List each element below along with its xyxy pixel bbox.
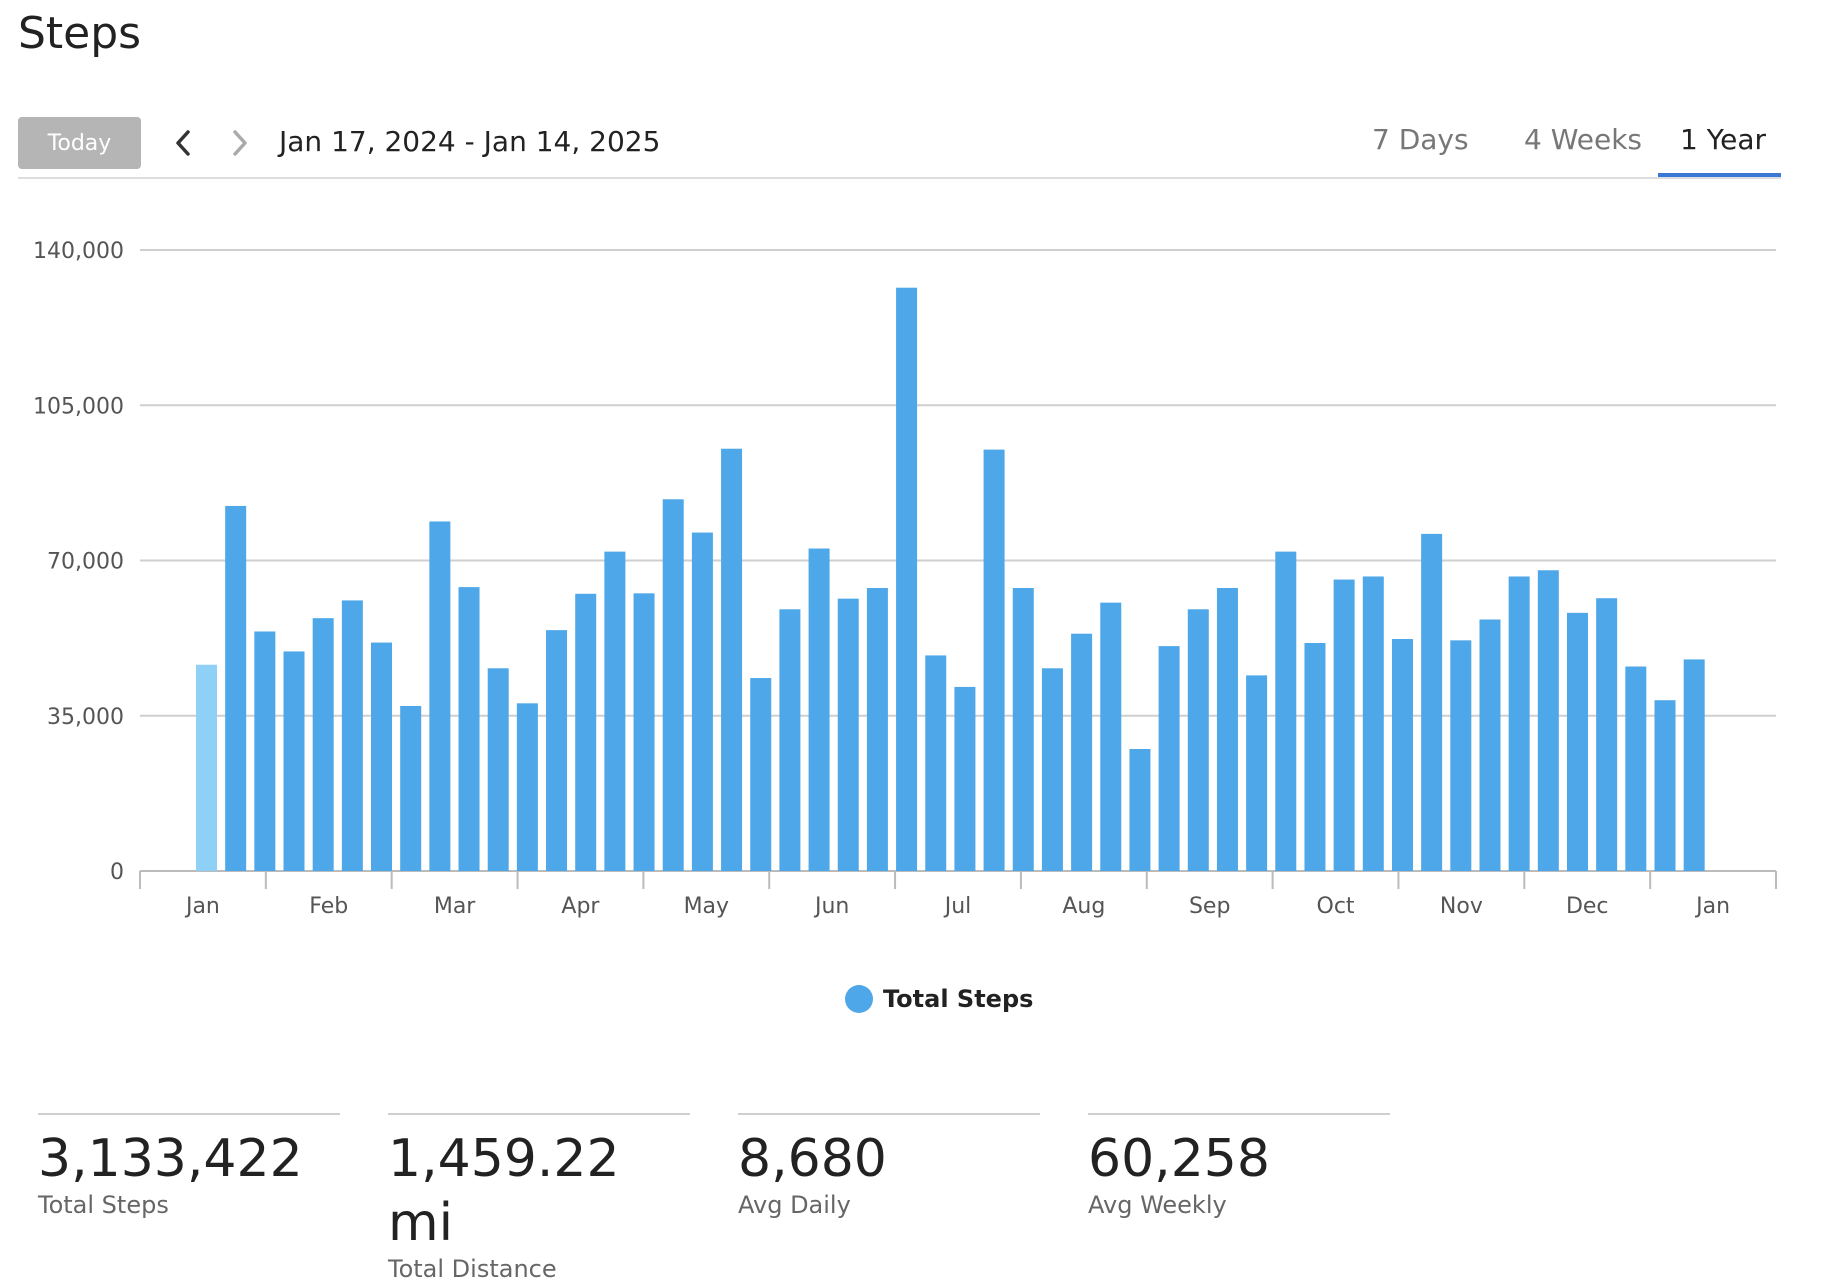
legend-label: Total Steps xyxy=(883,985,1034,1013)
bar[interactable] xyxy=(1450,640,1472,871)
stat-value: 60,258 xyxy=(1088,1129,1270,1189)
x-tick-label: Feb xyxy=(309,894,348,919)
chevron-right-icon[interactable] xyxy=(225,127,255,159)
bar[interactable] xyxy=(925,655,947,871)
x-tick-label: Oct xyxy=(1317,894,1355,919)
bar[interactable] xyxy=(575,593,597,871)
bar[interactable] xyxy=(1537,570,1559,871)
stat-total-steps: 3,133,422 Total Steps xyxy=(38,1113,340,1219)
bar[interactable] xyxy=(691,532,713,871)
date-range-label: Jan 17, 2024 - Jan 14, 2025 xyxy=(279,125,661,158)
stat-total-distance: 1,459.22 mi Total Distance xyxy=(388,1113,690,1283)
bar[interactable] xyxy=(954,686,976,871)
bar[interactable] xyxy=(750,678,772,871)
bar[interactable] xyxy=(808,548,830,871)
chart-legend[interactable]: Total Steps xyxy=(845,985,1033,1013)
tab-4-weeks[interactable]: 4 Weeks xyxy=(1524,123,1643,156)
today-button[interactable]: Today xyxy=(18,117,141,169)
bar[interactable] xyxy=(1508,576,1530,871)
stat-label: Total Distance xyxy=(388,1255,557,1283)
bar[interactable] xyxy=(1129,749,1151,871)
stat-value: 3,133,422 xyxy=(38,1129,303,1189)
bar[interactable] xyxy=(1654,700,1676,871)
bar[interactable] xyxy=(516,703,538,871)
bar[interactable] xyxy=(1071,633,1093,871)
bar[interactable] xyxy=(1421,533,1443,871)
bar[interactable] xyxy=(1683,659,1705,871)
stat-value: 8,680 xyxy=(738,1129,887,1189)
y-tick-label: 140,000 xyxy=(33,239,124,264)
bar[interactable] xyxy=(1304,643,1326,871)
bar[interactable] xyxy=(546,630,568,871)
active-tab-indicator xyxy=(1658,173,1781,177)
bar[interactable] xyxy=(1275,551,1297,871)
stat-avg-weekly: 60,258 Avg Weekly xyxy=(1088,1113,1390,1219)
stat-label: Total Steps xyxy=(38,1191,169,1219)
bar[interactable] xyxy=(1479,619,1501,871)
x-tick-label: Sep xyxy=(1189,894,1230,919)
x-tick-label: Aug xyxy=(1062,894,1105,919)
bar[interactable] xyxy=(604,551,626,871)
bar[interactable] xyxy=(458,587,480,871)
page-title: Steps xyxy=(18,8,142,59)
stat-label: Avg Daily xyxy=(738,1191,851,1219)
x-tick-label: May xyxy=(684,894,729,919)
bar[interactable] xyxy=(1566,612,1588,871)
bar[interactable] xyxy=(1362,576,1384,871)
bar[interactable] xyxy=(866,588,888,871)
bar[interactable] xyxy=(254,631,276,871)
bar[interactable] xyxy=(1012,588,1034,871)
bar[interactable] xyxy=(1391,639,1413,871)
x-tick-label: Nov xyxy=(1440,894,1483,919)
bar[interactable] xyxy=(225,505,247,871)
y-tick-label: 0 xyxy=(110,860,124,885)
y-tick-label: 35,000 xyxy=(47,705,124,730)
bar[interactable] xyxy=(1246,675,1268,871)
x-tick-label: Jul xyxy=(943,894,972,919)
bar[interactable] xyxy=(1158,646,1180,871)
x-tick-label: Jun xyxy=(813,894,849,919)
x-tick-label: Mar xyxy=(434,894,476,919)
chevron-left-icon[interactable] xyxy=(168,127,198,159)
bar[interactable] xyxy=(196,664,217,871)
bar[interactable] xyxy=(983,449,1005,871)
bar[interactable] xyxy=(400,705,422,871)
bar[interactable] xyxy=(1100,602,1122,871)
bar[interactable] xyxy=(283,651,305,871)
bar[interactable] xyxy=(1187,609,1209,871)
bar[interactable] xyxy=(779,609,801,871)
bar[interactable] xyxy=(1041,668,1063,871)
bar[interactable] xyxy=(1625,666,1647,871)
bar[interactable] xyxy=(662,499,684,871)
x-tick-label: Jan xyxy=(1694,894,1730,919)
bar[interactable] xyxy=(371,642,393,871)
bar[interactable] xyxy=(487,668,509,871)
stat-label: Avg Weekly xyxy=(1088,1191,1227,1219)
bar[interactable] xyxy=(1216,588,1238,871)
stat-value: 1,459.22 mi xyxy=(388,1129,620,1253)
bar[interactable] xyxy=(837,598,859,871)
bar[interactable] xyxy=(721,448,743,871)
bar[interactable] xyxy=(633,593,655,871)
stat-avg-daily: 8,680 Avg Daily xyxy=(738,1113,1040,1219)
tab-1-year[interactable]: 1 Year xyxy=(1680,123,1766,156)
y-tick-label: 105,000 xyxy=(33,394,124,419)
x-tick-label: Dec xyxy=(1566,894,1609,919)
bar[interactable] xyxy=(341,600,363,871)
bar[interactable] xyxy=(1596,598,1618,871)
x-tick-label: Apr xyxy=(561,894,600,919)
bar[interactable] xyxy=(1333,579,1355,871)
legend-swatch xyxy=(845,985,873,1013)
bar[interactable] xyxy=(896,287,918,871)
toolbar: Today Jan 17, 2024 - Jan 14, 2025 7 Days… xyxy=(18,117,1781,179)
tab-7-days[interactable]: 7 Days xyxy=(1372,123,1469,156)
y-tick-label: 70,000 xyxy=(47,550,124,575)
steps-bar-chart: 0 35,000 70,000 105,000 140,000 Jan Feb Mar Apr M… xyxy=(33,239,1777,919)
bar[interactable] xyxy=(312,618,334,871)
bar[interactable] xyxy=(429,521,451,871)
x-tick-label: Jan xyxy=(184,894,220,919)
